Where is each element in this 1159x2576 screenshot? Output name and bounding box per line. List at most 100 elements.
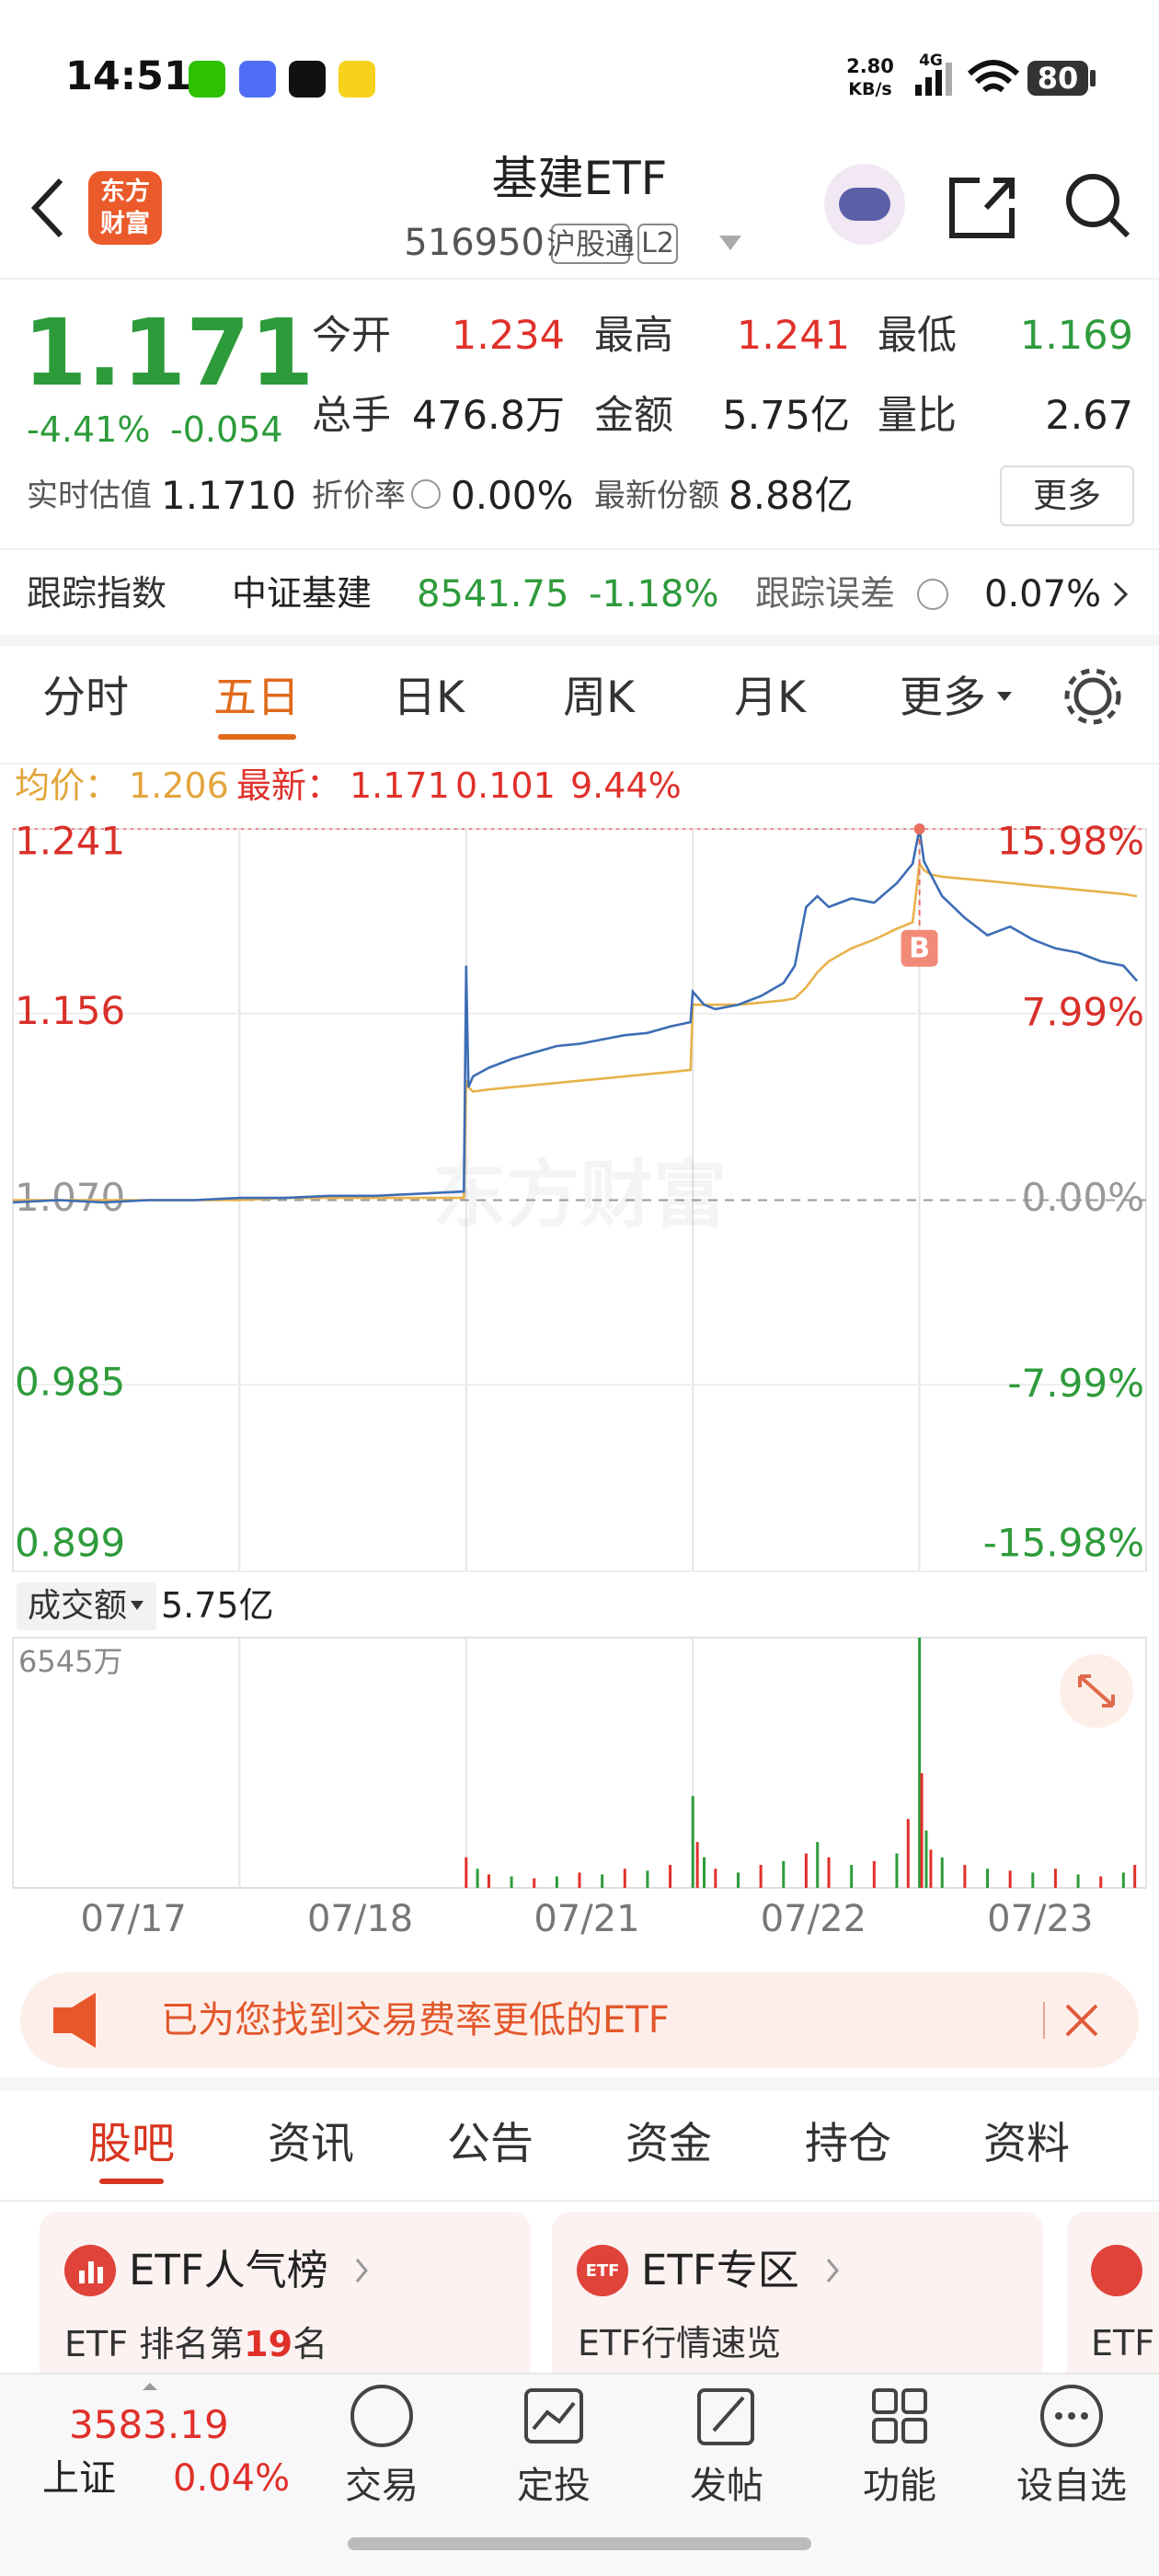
search-button[interactable]	[1066, 174, 1119, 227]
info-tab[interactable]: 公告	[447, 2118, 534, 2169]
tracking-index-change: -1.18%	[589, 573, 719, 615]
volume-bar	[623, 1869, 626, 1888]
latest-change: 0.101	[455, 765, 556, 807]
info-tab[interactable]: 股吧	[88, 2118, 175, 2169]
nav-item[interactable]: 设自选	[1016, 2465, 1127, 2507]
app-icon	[239, 61, 276, 98]
volume-bar	[476, 1869, 479, 1888]
volume-bar	[804, 1853, 808, 1888]
latest-change-pct: 9.44%	[570, 765, 682, 807]
chart-tab[interactable]: 日K	[393, 672, 465, 723]
stat-value: 2.67	[1045, 393, 1133, 440]
info-tab[interactable]: 资料	[983, 2118, 1070, 2169]
expand-arrow[interactable]	[143, 2383, 157, 2390]
dropdown-arrow	[131, 1601, 143, 1610]
settings-button[interactable]	[1073, 677, 1112, 716]
card[interactable]	[40, 2212, 531, 2396]
app-icon	[339, 61, 375, 98]
volume-bar	[1053, 1869, 1057, 1888]
tracking-error-value: 0.07%	[984, 573, 1102, 615]
nav-icon-pen	[712, 2396, 745, 2432]
stat-label: 最低	[878, 313, 957, 360]
more-button-box[interactable]	[1000, 466, 1134, 526]
battery-level: 80	[1037, 60, 1079, 96]
x-tick-label: 07/23	[987, 1898, 1093, 1940]
tracking-error-label: 跟踪误差	[755, 573, 896, 615]
battery-icon	[1027, 61, 1088, 96]
y2-tick-label: 15.98%	[997, 819, 1144, 864]
nav-icon-invest[interactable]	[524, 2388, 583, 2444]
volume-bar	[703, 1857, 706, 1888]
nav-item[interactable]: 定投	[517, 2465, 591, 2507]
change-pct: -4.41%	[27, 409, 151, 451]
y-tick-label: 0.899	[15, 1521, 125, 1566]
nav-index-value[interactable]: 3583.19	[69, 2401, 229, 2447]
more-button[interactable]: 更多	[1033, 475, 1101, 515]
dropdown-arrow[interactable]	[719, 236, 741, 250]
help-icon[interactable]	[917, 579, 948, 610]
chevron[interactable]	[1113, 581, 1129, 607]
volume-bar	[872, 1860, 876, 1888]
tracking-index[interactable]: 中证基建	[232, 573, 373, 615]
nav-icon-dots	[1055, 2412, 1088, 2420]
nav-item[interactable]: 发帖	[690, 2465, 763, 2507]
banner-text[interactable]: 已为您找到交易费率更低的ETF	[161, 1999, 670, 2041]
active-tab-indicator	[218, 734, 296, 740]
volume-bar	[929, 1849, 933, 1888]
volume-bar	[1076, 1874, 1080, 1888]
chart-tab[interactable]: 月K	[734, 672, 806, 723]
chart-tab[interactable]: 五日	[213, 672, 300, 723]
nav-icon-trade[interactable]	[350, 2385, 413, 2447]
stat-value: 476.8万	[411, 393, 565, 440]
card-icon-glyph	[79, 2261, 103, 2283]
dropdown-arrow[interactable]	[997, 692, 1012, 701]
volume-bar	[736, 1872, 740, 1888]
info-tab[interactable]: 资金	[625, 2118, 712, 2169]
volume-selector[interactable]	[17, 1582, 156, 1630]
stat-label: 量比	[878, 393, 957, 440]
chart-tab[interactable]: 分时	[42, 672, 129, 723]
volume-bar	[816, 1842, 820, 1888]
logo-text: 财富	[100, 209, 150, 238]
volume-bar	[1121, 1872, 1125, 1888]
volume-bar	[759, 1865, 763, 1888]
signal-icon	[915, 63, 952, 96]
volume-label[interactable]: 成交额	[28, 1587, 128, 1626]
y-tick-label: 1.156	[15, 988, 125, 1033]
card-subtitle: ETF	[1091, 2323, 1155, 2364]
card-title[interactable]: ETF专区	[641, 2246, 799, 2294]
nav-icon-func[interactable]	[872, 2388, 898, 2414]
close-button[interactable]	[1065, 2004, 1098, 2037]
y-tick-label: 1.241	[15, 819, 125, 864]
info-tab[interactable]: 持仓	[805, 2118, 891, 2169]
price-line	[13, 860, 1138, 1202]
card-icon	[577, 2245, 628, 2296]
back-button[interactable]	[30, 178, 63, 238]
tracking-label: 跟踪指数	[27, 573, 167, 615]
nav-item[interactable]: 功能	[863, 2465, 936, 2507]
volume-bar	[1133, 1865, 1137, 1888]
y-tick-label: 0.985	[15, 1360, 125, 1405]
volume-bar	[963, 1865, 967, 1888]
card-subtitle: ETF行情速览	[578, 2323, 782, 2364]
info-icon[interactable]	[411, 479, 441, 509]
y-tick-label: 1.070	[15, 1175, 125, 1220]
chart-tab[interactable]: 周K	[563, 672, 635, 723]
expand-icon	[1078, 1674, 1115, 1708]
nav-icon-post[interactable]	[697, 2388, 754, 2445]
promo-banner[interactable]	[20, 1972, 1139, 2068]
latest-value: 1.171	[350, 765, 450, 807]
stat-label: 金额	[594, 393, 673, 440]
share-button[interactable]	[949, 178, 1015, 238]
network-type: 4G	[919, 51, 943, 70]
volume-bar	[510, 1876, 513, 1888]
info-tab[interactable]: 资讯	[268, 2118, 354, 2169]
y-tick-label: 6545万	[18, 1644, 122, 1679]
nav-icon-watch[interactable]	[1040, 2385, 1103, 2447]
card[interactable]	[552, 2212, 1043, 2396]
card-title[interactable]: ETF人气榜	[129, 2246, 328, 2294]
chart-tab[interactable]: 更多	[900, 672, 986, 723]
stat-value: 1.241	[736, 313, 850, 360]
nav-item[interactable]: 交易	[345, 2465, 419, 2507]
